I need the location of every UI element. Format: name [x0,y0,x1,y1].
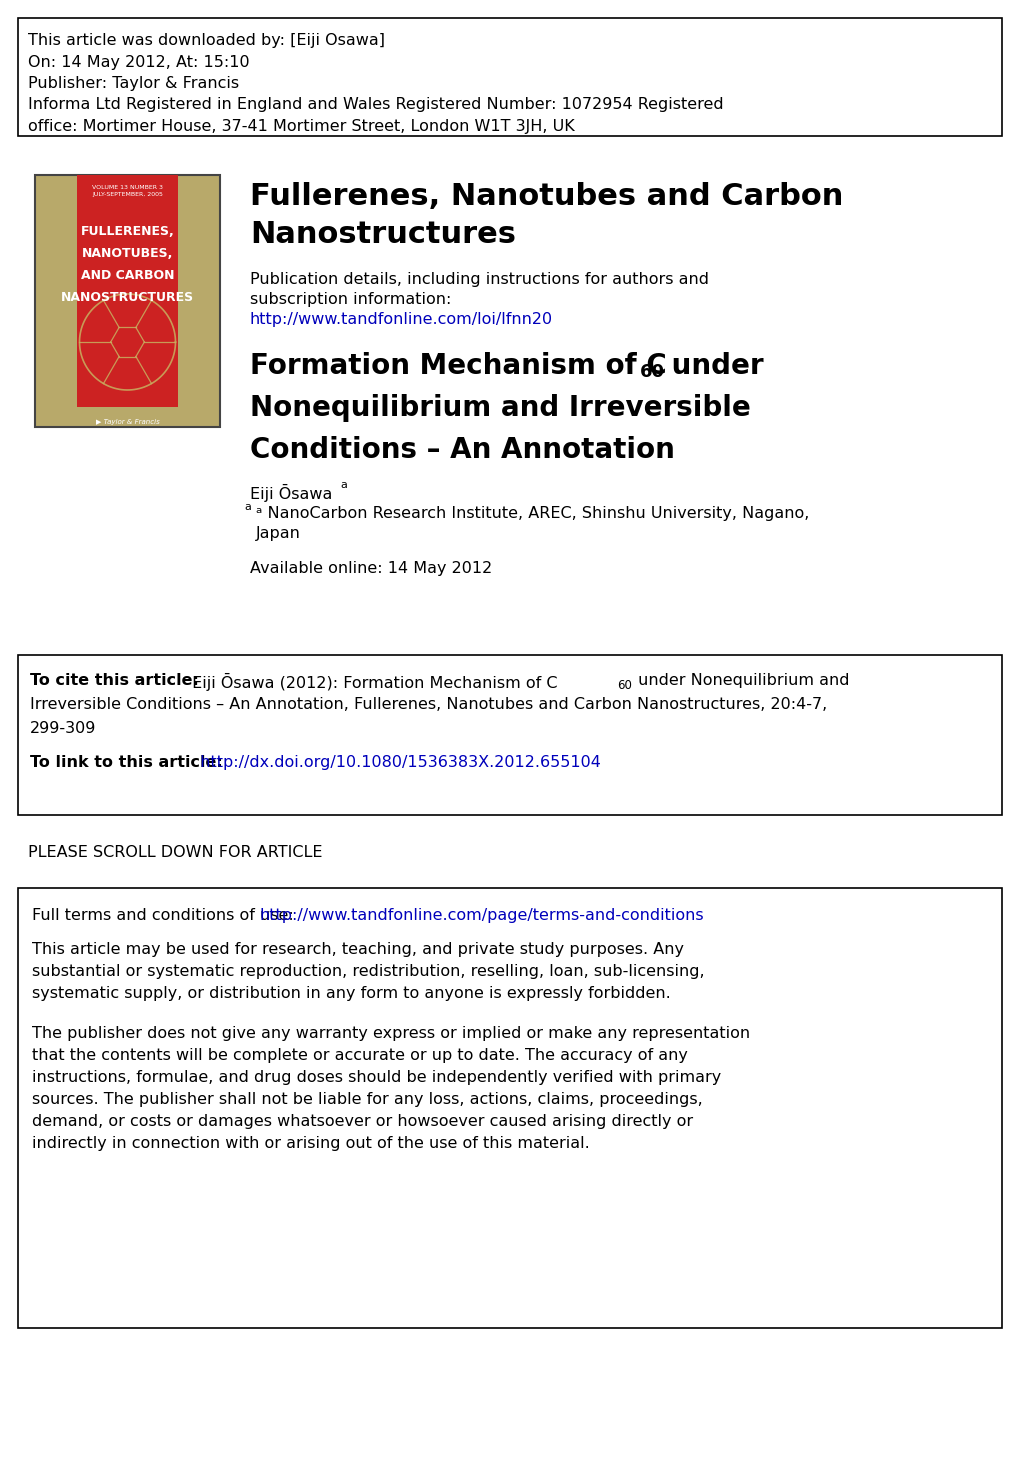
Text: PLEASE SCROLL DOWN FOR ARTICLE: PLEASE SCROLL DOWN FOR ARTICLE [28,845,322,860]
Text: demand, or costs or damages whatsoever or howsoever caused arising directly or: demand, or costs or damages whatsoever o… [32,1115,693,1129]
Text: substantial or systematic reproduction, redistribution, reselling, loan, sub-lic: substantial or systematic reproduction, … [32,965,704,979]
Text: Irreversible Conditions – An Annotation, Fullerenes, Nanotubes and Carbon Nanost: Irreversible Conditions – An Annotation,… [30,696,826,712]
Text: FULLERENES,: FULLERENES, [81,224,174,237]
Text: Nonequilibrium and Irreversible: Nonequilibrium and Irreversible [250,393,750,423]
Text: Eiji Ōsawa: Eiji Ōsawa [250,484,332,503]
Text: 60: 60 [616,679,631,692]
Text: To link to this article:: To link to this article: [30,755,222,769]
Bar [18,656,1001,814]
Text: http://www.tandfonline.com/page/terms-and-conditions: http://www.tandfonline.com/page/terms-an… [260,908,704,922]
Text: sources. The publisher shall not be liable for any loss, actions, claims, procee: sources. The publisher shall not be liab… [32,1091,702,1107]
Text: Informa Ltd Registered in England and Wales Registered Number: 1072954 Registere: Informa Ltd Registered in England and Wa… [28,98,722,112]
Text: a: a [244,503,251,511]
Text: NANOTUBES,: NANOTUBES, [82,248,173,259]
Text: Publisher: Taylor & Francis: Publisher: Taylor & Francis [28,76,238,90]
Text: Nanostructures: Nanostructures [250,220,516,249]
Text: NANOSTRUCTURES: NANOSTRUCTURES [61,291,194,305]
Text: JULY-SEPTEMBER, 2005: JULY-SEPTEMBER, 2005 [92,192,163,197]
Text: subscription information:: subscription information: [250,291,451,307]
Text: On: 14 May 2012, At: 15:10: On: 14 May 2012, At: 15:10 [28,54,250,70]
Text: a: a [339,479,346,490]
Text: http://www.tandfonline.com/loi/lfnn20: http://www.tandfonline.com/loi/lfnn20 [250,312,552,326]
Text: This article may be used for research, teaching, and private study purposes. Any: This article may be used for research, t… [32,943,684,957]
Text: indirectly in connection with or arising out of the use of this material.: indirectly in connection with or arising… [32,1136,589,1151]
Bar [18,17,1001,136]
Bar [76,175,178,407]
Text: Eiji Ōsawa (2012): Formation Mechanism of C: Eiji Ōsawa (2012): Formation Mechanism o… [186,673,557,691]
Text: office: Mortimer House, 37-41 Mortimer Street, London W1T 3JH, UK: office: Mortimer House, 37-41 Mortimer S… [28,119,574,134]
Text: Conditions – An Annotation: Conditions – An Annotation [250,436,675,463]
Text: Full terms and conditions of use:: Full terms and conditions of use: [32,908,299,922]
Text: The publisher does not give any warranty express or implied or make any represen: The publisher does not give any warranty… [32,1026,749,1040]
Text: Japan: Japan [256,526,301,541]
Text: 60: 60 [639,363,664,380]
Bar [35,175,220,427]
Text: Available online: 14 May 2012: Available online: 14 May 2012 [250,561,492,576]
Text: instructions, formulae, and drug doses should be independently verified with pri: instructions, formulae, and drug doses s… [32,1069,720,1085]
Text: Formation Mechanism of C: Formation Mechanism of C [250,353,666,380]
Text: ▶ Taylor & Francis: ▶ Taylor & Francis [96,420,159,425]
Text: under: under [661,353,763,380]
Bar [18,887,1001,1327]
Text: ᵃ NanoCarbon Research Institute, AREC, Shinshu University, Nagano,: ᵃ NanoCarbon Research Institute, AREC, S… [256,506,809,522]
Text: systematic supply, or distribution in any form to anyone is expressly forbidden.: systematic supply, or distribution in an… [32,986,671,1001]
Text: Publication details, including instructions for authors and: Publication details, including instructi… [250,272,708,287]
Text: Fullerenes, Nanotubes and Carbon: Fullerenes, Nanotubes and Carbon [250,182,843,211]
Text: To cite this article:: To cite this article: [30,673,199,688]
Text: VOLUME 13 NUMBER 3: VOLUME 13 NUMBER 3 [92,185,163,189]
Text: http://dx.doi.org/10.1080/1536383X.2012.655104: http://dx.doi.org/10.1080/1536383X.2012.… [190,755,600,769]
Text: This article was downloaded by: [Eiji Osawa]: This article was downloaded by: [Eiji Os… [28,34,384,48]
Text: under Nonequilibrium and: under Nonequilibrium and [633,673,849,688]
Text: 299-309: 299-309 [30,721,96,736]
Text: that the contents will be complete or accurate or up to date. The accuracy of an: that the contents will be complete or ac… [32,1048,687,1064]
Text: AND CARBON: AND CARBON [81,270,174,283]
